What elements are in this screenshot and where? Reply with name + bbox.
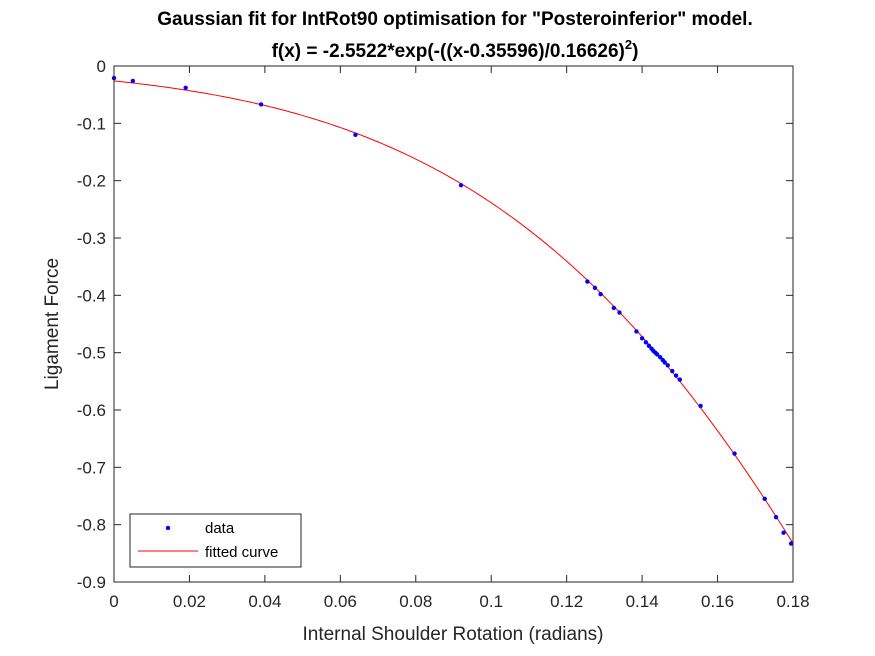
chart-title-line1: Gaussian fit for IntRot90 optimisation f…: [157, 9, 752, 30]
data-point: [658, 355, 663, 360]
y-tick-label: -0.4: [77, 286, 106, 305]
legend-box: [129, 513, 302, 568]
data-point: [611, 305, 617, 311]
x-tick-label: 0.08: [399, 592, 432, 611]
data-point: [670, 368, 675, 374]
y-tick-label: -0.6: [77, 401, 106, 420]
y-tick-label: -0.7: [77, 458, 106, 477]
y-tick-label: -0.3: [77, 229, 106, 248]
legend-label-data: data: [205, 520, 235, 537]
x-tick-label: 0.02: [173, 592, 206, 611]
data-point: [458, 183, 464, 188]
legend-label-fitted-curve: fitted curve: [205, 544, 278, 561]
x-tick-label: 0: [109, 592, 118, 611]
x-tick-label: 0.12: [550, 592, 583, 611]
data-points: [111, 75, 794, 546]
y-tick-label: -0.8: [77, 516, 106, 535]
legend: data fitted curve: [129, 513, 302, 568]
data-point: [585, 279, 590, 284]
x-axis-ticks: 0 0.02 0.04 0.06 0.08 0.1 0.12 0.14 0.16 0.18: [109, 66, 810, 611]
x-tick-label: 0.1: [479, 592, 503, 611]
data-point: [773, 515, 779, 520]
data-point: [673, 373, 679, 378]
data-point: [655, 352, 660, 357]
x-tick-label: 0.06: [324, 592, 357, 611]
plot-area: [114, 66, 793, 582]
data-point: [592, 285, 598, 291]
data-point: [662, 360, 667, 365]
y-tick-label: -0.5: [77, 344, 106, 363]
x-tick-label: 0.04: [248, 592, 281, 611]
x-tick-label: 0.14: [626, 592, 659, 611]
data-point: [130, 78, 136, 84]
y-tick-label: -0.1: [77, 114, 106, 133]
data-point: [183, 85, 188, 90]
y-tick-label: 0: [97, 57, 106, 76]
data-point: [788, 541, 794, 546]
data-point: [258, 102, 264, 107]
data-point: [643, 340, 649, 345]
data-point: [353, 132, 358, 137]
data-point: [646, 343, 652, 348]
data-point: [698, 403, 703, 409]
y-tick-label: -0.2: [77, 172, 106, 191]
chart-title-line2: f(x) = -2.5522*exp(-((x-0.35596)/0.16626…: [272, 37, 639, 62]
data-point: [617, 310, 622, 315]
title-formula-exponent: 2: [625, 37, 632, 52]
data-point: [762, 496, 767, 502]
title-formula: f(x) = -2.5522*exp(-((x-0.35596)/0.16626…: [272, 41, 625, 62]
data-point: [677, 377, 683, 382]
x-tick-label: 0.18: [776, 592, 809, 611]
x-tick-label: 0.16: [701, 592, 734, 611]
x-axis-label: Internal Shoulder Rotation (radians): [302, 624, 603, 645]
data-point: [665, 363, 670, 368]
y-axis-label: Ligament Force: [42, 258, 63, 390]
data-point: [598, 291, 603, 297]
data-point: [639, 336, 645, 341]
plot-frame: [113, 65, 794, 583]
legend-data-marker: [165, 525, 171, 531]
data-point: [732, 451, 737, 456]
y-tick-label: -0.9: [77, 573, 106, 592]
title-formula-suffix: ): [632, 41, 638, 62]
y-axis-ticks: 0 -0.1 -0.2 -0.3 -0.4 -0.5 -0.6 -0.7 -0.8 -0.9: [77, 57, 793, 592]
data-point: [781, 530, 786, 535]
data-point: [634, 329, 639, 334]
